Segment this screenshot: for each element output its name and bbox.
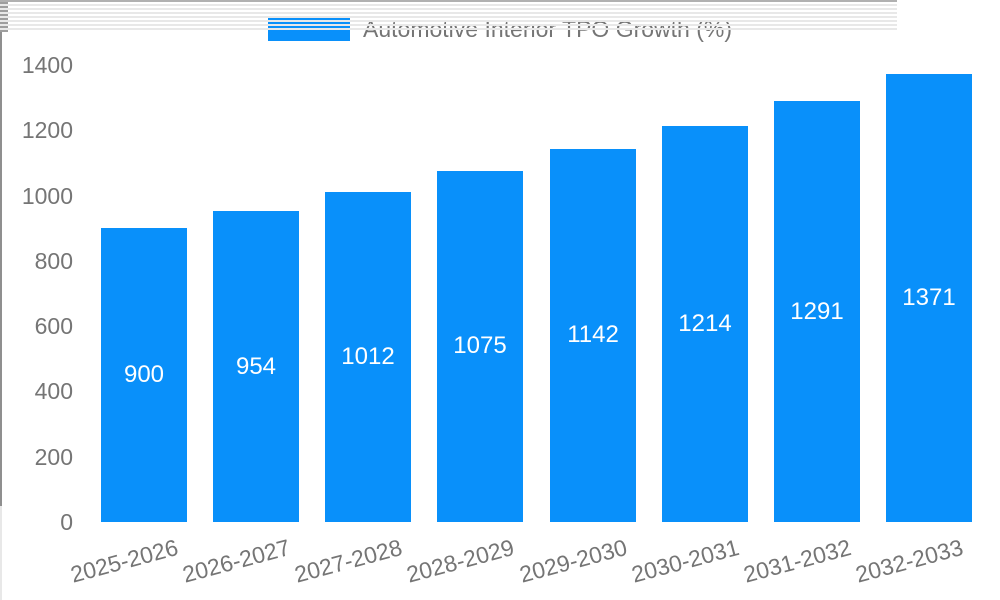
bar-value-label: 900 (123, 361, 165, 388)
y-tick (0, 2, 8, 4)
y-tick (0, 22, 8, 24)
h-gridline (0, 4, 897, 6)
y-tick-label: 1400 (21, 52, 73, 78)
y-tick (0, 18, 8, 20)
bar-value-label: 1371 (902, 284, 956, 311)
v-gridline (0, 506, 2, 600)
y-tick-label: 1200 (21, 117, 73, 144)
y-tick-label: 800 (34, 247, 73, 274)
bar: 1291 (774, 101, 860, 522)
y-tick (0, 26, 8, 28)
y-tick-label: 0 (60, 509, 73, 535)
bar-value-label: 1142 (567, 321, 619, 348)
bar: 1012 (325, 192, 411, 522)
y-tick-label: 400 (34, 378, 73, 405)
bar: 900 (101, 228, 187, 522)
bar: 1371 (886, 74, 972, 522)
y-axis-line (0, 32, 2, 506)
h-gridline (0, 28, 897, 30)
h-gridline (0, 20, 897, 22)
y-tick (0, 30, 8, 32)
bar-value-label: 1214 (678, 310, 732, 337)
y-tick (0, 6, 8, 8)
y-tick (0, 14, 8, 16)
y-tick-label: 1000 (21, 182, 73, 209)
h-gridline (0, 24, 897, 26)
h-gridline (0, 8, 897, 10)
bar: 1214 (662, 126, 748, 522)
y-tick-label: 600 (34, 313, 73, 340)
y-tick-label: 200 (34, 443, 73, 470)
bar-value-label: 1291 (790, 298, 844, 325)
bar-value-label: 954 (235, 353, 277, 380)
h-gridline (0, 12, 897, 14)
bar: 1075 (437, 171, 523, 522)
bar: 1142 (550, 149, 636, 522)
bar-value-label: 1075 (453, 332, 507, 359)
h-gridline (0, 0, 897, 2)
bar-value-label: 1012 (341, 343, 395, 370)
bar: 954 (213, 211, 299, 522)
h-gridline (0, 16, 897, 18)
y-tick (0, 10, 8, 12)
